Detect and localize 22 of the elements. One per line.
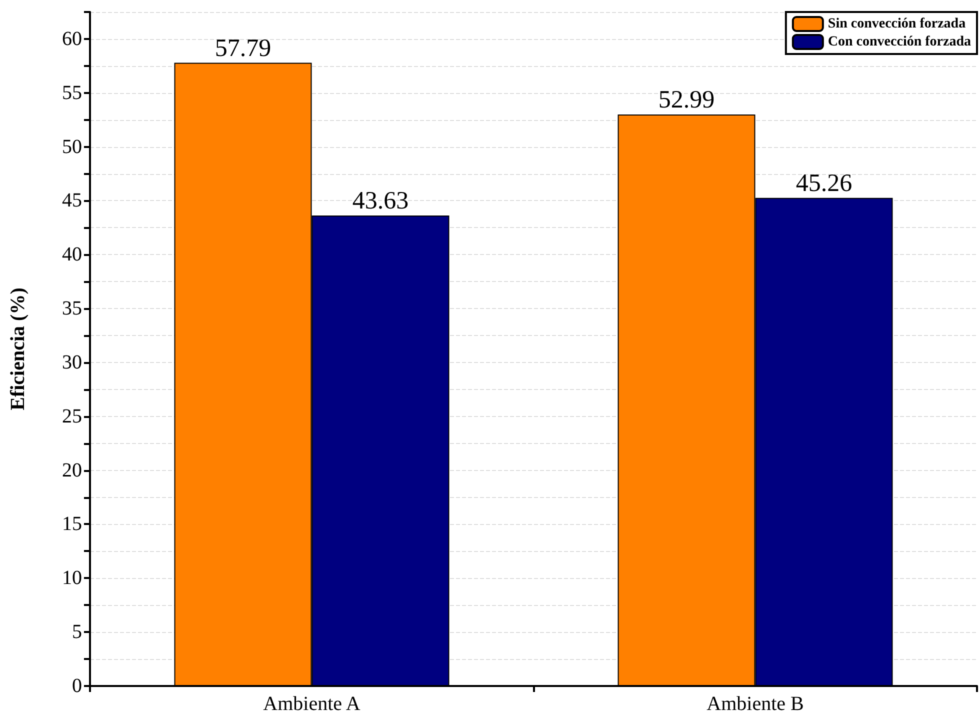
x-tick-label: Ambiente A: [263, 693, 361, 715]
y-tick-label: 50: [62, 136, 82, 158]
legend-label: Sin convección forzada: [828, 16, 966, 32]
y-axis-title: Eficiencia (%): [7, 288, 29, 410]
y-tick-label: 25: [62, 405, 82, 428]
y-tick-label: 10: [62, 567, 82, 590]
data-label: 52.99: [658, 86, 715, 114]
legend-label: Con convección forzada: [828, 34, 972, 50]
y-tick-label: 5: [72, 621, 82, 644]
y-tick-label: 35: [62, 298, 82, 320]
y-tick-label: 45: [62, 190, 82, 212]
data-label: 43.63: [352, 187, 409, 214]
y-tick-label: 60: [62, 28, 82, 50]
y-tick-label: 20: [62, 459, 82, 482]
y-tick-label: 30: [62, 351, 82, 374]
data-label: 57.79: [214, 34, 272, 62]
y-tick-label: 40: [62, 244, 82, 266]
y-tick-label: 0: [72, 675, 82, 697]
y-tick-label: 15: [62, 513, 82, 536]
y-tick-label: 55: [62, 82, 82, 104]
x-tick-label: Ambiente B: [706, 693, 804, 715]
data-label: 45.26: [796, 170, 852, 197]
